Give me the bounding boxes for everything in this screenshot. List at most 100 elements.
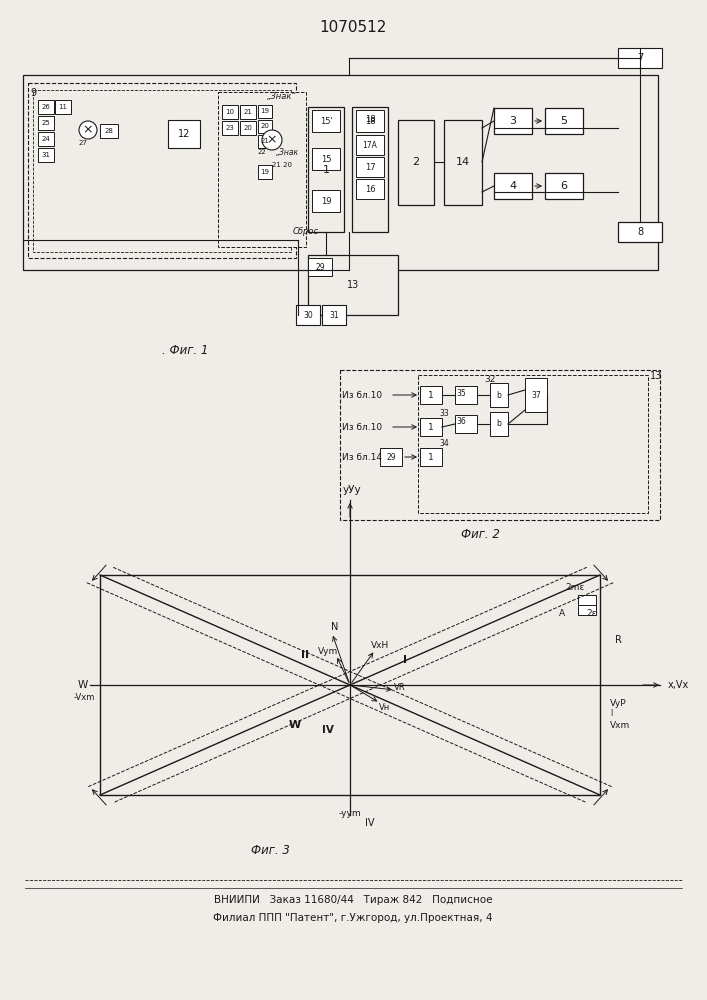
Text: 1: 1 (322, 165, 329, 175)
Text: уУу: уУу (343, 485, 361, 495)
Text: 1: 1 (428, 452, 434, 462)
Text: 30: 30 (303, 310, 313, 320)
Text: 25: 25 (42, 120, 50, 126)
Text: 2mε: 2mε (566, 582, 585, 591)
Bar (23, 75, 658, 270)
Text: 21: 21 (261, 138, 269, 144)
Bar (545, 108, 583, 134)
Text: 15': 15' (320, 116, 332, 125)
Text: W: W (289, 720, 301, 730)
Bar (356, 157, 384, 177)
Text: „Знак: „Знак (276, 147, 300, 156)
Bar (38, 132, 54, 146)
Text: 36: 36 (456, 418, 466, 426)
Bar (494, 108, 532, 134)
Circle shape (262, 130, 282, 150)
Text: 14: 14 (456, 157, 470, 167)
Text: 2: 2 (412, 157, 419, 167)
Bar (100, 124, 118, 138)
Text: 2ε: 2ε (587, 608, 597, 617)
Bar (308, 255, 398, 315)
Text: 28: 28 (105, 128, 113, 134)
Text: 1070512: 1070512 (320, 20, 387, 35)
Bar (494, 173, 532, 199)
Bar (322, 305, 346, 325)
Bar (578, 595, 596, 605)
Bar (356, 135, 384, 155)
Text: 19: 19 (260, 169, 269, 175)
Text: Vн: Vн (380, 702, 391, 712)
Bar (168, 120, 200, 148)
Text: 29: 29 (386, 452, 396, 462)
Bar (33, 90, 291, 252)
Text: 10: 10 (226, 109, 235, 115)
Text: 18: 18 (365, 116, 375, 125)
Text: 31: 31 (42, 152, 50, 158)
Bar (455, 386, 477, 404)
Text: 32: 32 (484, 375, 496, 384)
Text: 31: 31 (329, 310, 339, 320)
Bar (296, 305, 320, 325)
Bar (578, 605, 596, 615)
Bar (525, 378, 547, 412)
Bar (218, 92, 306, 247)
Bar (312, 148, 340, 170)
Text: b: b (496, 390, 501, 399)
Text: 26: 26 (42, 104, 50, 110)
Text: 7: 7 (637, 53, 643, 63)
Text: 17: 17 (365, 162, 375, 172)
Text: 5: 5 (561, 116, 568, 126)
Bar (545, 173, 583, 199)
Text: Филиал ППП "Патент", г.Ужгород, ул.Проектная, 4: Филиал ППП "Патент", г.Ужгород, ул.Проек… (214, 913, 493, 923)
Text: . Фиг. 1: . Фиг. 1 (162, 344, 208, 357)
Text: N: N (332, 622, 339, 632)
Text: -Vхm: -Vхm (74, 692, 95, 702)
Text: 22: 22 (257, 149, 267, 155)
Text: 16: 16 (365, 184, 375, 194)
Text: 21: 21 (244, 109, 252, 115)
Text: R: R (614, 635, 621, 645)
Bar (258, 135, 272, 148)
Bar (28, 83, 296, 258)
Text: 24: 24 (42, 136, 50, 142)
Text: 23: 23 (226, 125, 235, 131)
Text: Из бл.10: Из бл.10 (342, 390, 382, 399)
Circle shape (79, 121, 97, 139)
Bar (100, 575, 600, 795)
Text: VyР: VyР (610, 698, 626, 708)
Text: II: II (301, 650, 309, 660)
Text: 12: 12 (178, 129, 190, 139)
Text: Из бл.10: Из бл.10 (342, 422, 382, 432)
Text: 20: 20 (244, 125, 252, 131)
Text: 33: 33 (439, 410, 449, 418)
Text: 1: 1 (428, 390, 434, 399)
Text: 17А: 17А (363, 140, 378, 149)
Bar (444, 120, 482, 205)
Bar (258, 165, 272, 179)
Bar (312, 110, 340, 132)
Text: 11: 11 (59, 104, 67, 110)
Bar (222, 121, 238, 135)
Text: 29: 29 (315, 262, 325, 271)
Bar (258, 120, 272, 133)
Text: -yуm: -yуm (339, 808, 361, 818)
Bar (258, 105, 272, 118)
Text: 35: 35 (456, 388, 466, 397)
Text: I: I (403, 655, 407, 665)
Text: W: W (78, 680, 88, 690)
Bar (618, 222, 662, 242)
Text: 6: 6 (561, 181, 568, 191)
Text: 27: 27 (78, 140, 88, 146)
Text: 3: 3 (510, 116, 517, 126)
Text: „Знак“: „Знак“ (267, 93, 297, 102)
Text: ВНИИПИ   Заказ 11680/44   Тираж 842   Подписное: ВНИИПИ Заказ 11680/44 Тираж 842 Подписно… (214, 895, 492, 905)
Bar (455, 415, 477, 433)
Bar (420, 386, 442, 404)
Text: Vxm: Vxm (610, 720, 630, 730)
Text: Сброс: Сброс (293, 228, 319, 236)
Bar (418, 375, 648, 513)
Text: A: A (559, 608, 565, 617)
Text: Vуm: Vуm (318, 647, 338, 656)
Bar (380, 448, 402, 466)
Bar (356, 179, 384, 199)
